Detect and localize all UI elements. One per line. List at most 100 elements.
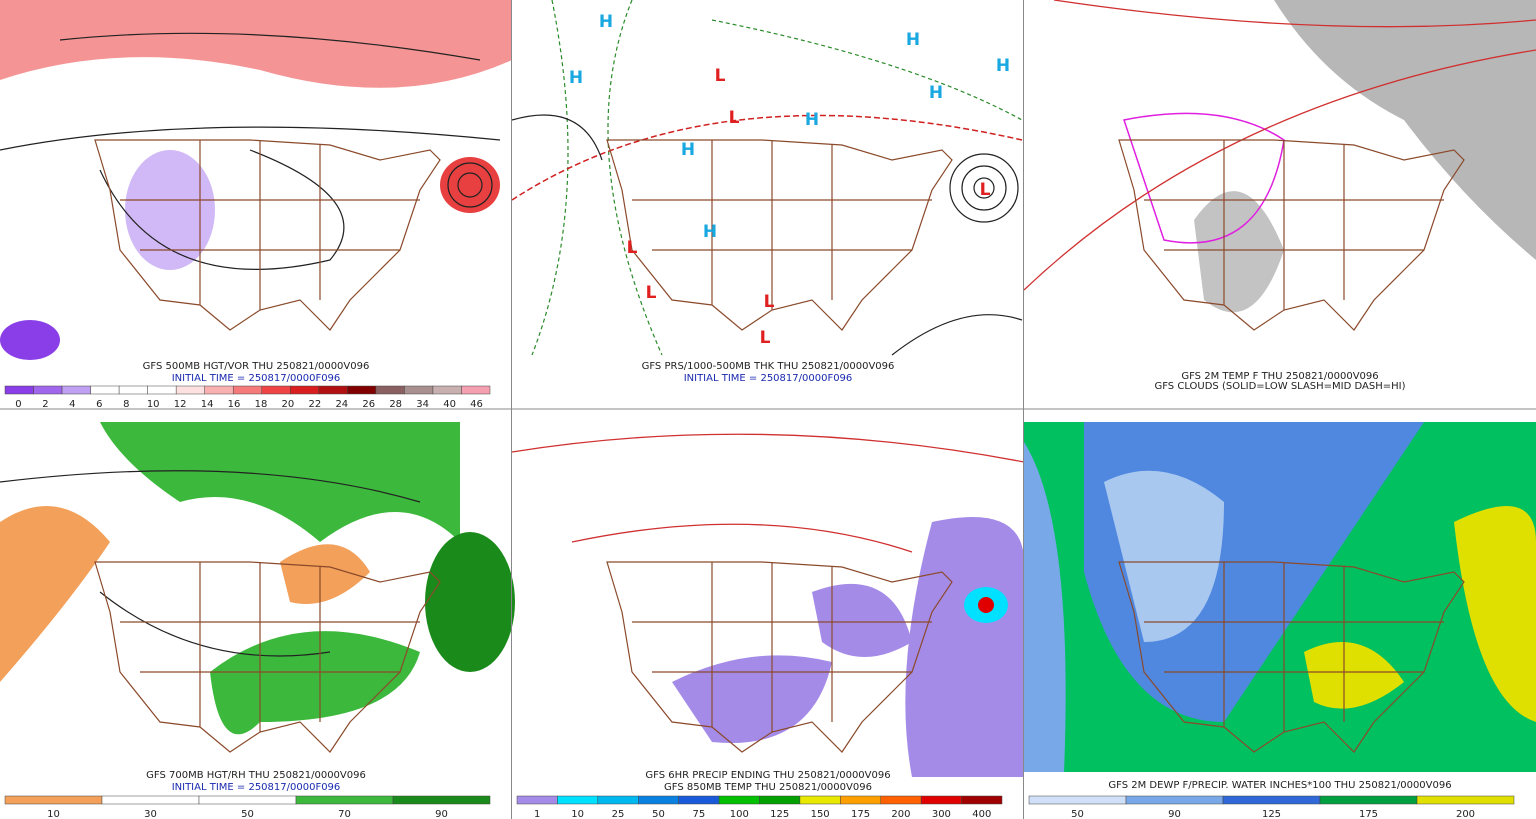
colorbar-label: 46 [470,399,483,410]
colorbar-label: 30 [144,809,157,819]
map-precip [511,433,1025,777]
colorbar-swatch [318,385,348,395]
caption: GFS 500MB HGT/VOR THU 250821/0000V096 [143,361,370,372]
pressure-center: H [599,12,613,32]
colorbar-swatch [718,795,760,805]
colorbar-swatch [1416,795,1515,805]
pressure-center: H [805,110,819,130]
colorbar-swatch [759,795,801,805]
colorbar-label: 26 [362,399,375,410]
colorbar-swatch [1125,795,1224,805]
map-700mb [0,422,515,753]
colorbar-label: 1 [534,809,540,819]
colorbar-label: 75 [693,809,706,819]
colorbar-swatch [261,385,291,395]
colorbar-label: 40 [443,399,456,410]
colorbar-label: 175 [851,809,870,819]
map-500mb [0,0,512,360]
colorbar-label: 8 [123,399,129,410]
colorbar-label: 18 [255,399,268,410]
caption: GFS 6HR PRECIP ENDING THU 250821/0000V09… [645,770,890,781]
pressure-center: H [681,140,695,160]
colorbar-label: 10 [571,809,584,819]
colorbar-label: 12 [174,399,187,410]
pressure-center: L [729,108,740,128]
colorbar-swatch [880,795,922,805]
pressure-center: L [715,66,726,86]
colorbar-label: 4 [69,399,75,410]
colorbar-swatch [557,795,599,805]
colorbar-label: 10 [47,809,60,819]
colorbar-swatch [118,385,148,395]
colorbar-swatch [4,795,103,805]
colorbar-swatch [1028,795,1127,805]
colorbar-swatch [90,385,120,395]
pressure-center: L [764,292,775,312]
colorbar-swatch [290,385,320,395]
colorbar-swatch [198,795,297,805]
colorbar-label: 24 [335,399,348,410]
colorbar-label: 22 [308,399,321,410]
pressure-center: H [996,56,1010,76]
colorbar-label: 2 [42,399,48,410]
colorbar-swatch [101,795,200,805]
caption: GFS 2M TEMP F THU 250821/0000V096 [1181,371,1378,382]
colorbar-swatch [961,795,1003,805]
colorbar-swatch [4,385,34,395]
colorbar-label: 6 [96,399,102,410]
colorbar-label: 100 [730,809,749,819]
caption: GFS 850MB TEMP THU 250821/0000V096 [664,782,872,793]
colorbar-swatch [295,795,394,805]
colorbar-label: 70 [338,809,351,819]
colorbar-swatch [597,795,639,805]
colorbar-label: 175 [1359,809,1378,819]
colorbar-label: 200 [891,809,910,819]
colorbar-label: 20 [282,399,295,410]
caption: GFS CLOUDS (SOLID=LOW SLASH=MID DASH=HI) [1154,381,1405,392]
pressure-center: L [627,238,638,258]
colorbar-label: 16 [228,399,241,410]
colorbar-swatch [33,385,63,395]
colorbar-swatch [347,385,377,395]
colorbar-label: 90 [435,809,448,819]
colorbar-label: 400 [972,809,991,819]
colorbar-label: 300 [932,809,951,819]
colorbar-swatch [147,385,177,395]
colorbar-swatch [920,795,962,805]
colorbar-label: 34 [416,399,429,410]
colorbar-swatch [404,385,434,395]
colorbar-swatch [432,385,462,395]
colorbar-label: 10 [147,399,160,410]
colorbar-swatch [840,795,881,805]
colorbar-label: 28 [389,399,402,410]
colorbar-swatch [375,385,405,395]
colorbar-swatch [516,795,558,805]
colorbar-swatch [232,385,263,395]
pressure-center: L [760,328,771,348]
colorbar-swatch [461,385,491,395]
colorbar-label: 90 [1168,809,1181,819]
colorbar-swatch [392,795,491,805]
pressure-center: L [980,180,991,200]
pressure-center: L [646,283,657,303]
pressure-center: H [569,68,583,88]
caption: INITIAL TIME = 250817/0000F096 [684,373,853,384]
pressure-center: H [906,30,920,50]
map-dewpoint [1024,422,1536,772]
colorbar-label: 200 [1456,809,1475,819]
colorbar-swatch [1319,795,1418,805]
colorbar-label: 50 [241,809,254,819]
map-2m-temp [1023,0,1536,331]
caption: GFS 2M DEWP F/PRECIP. WATER INCHES*100 T… [1108,780,1451,791]
colorbar-swatch [61,385,91,395]
colorbar-swatch [1222,795,1321,805]
caption: GFS PRS/1000-500MB THK THU 250821/0000V0… [642,361,895,372]
colorbar-label: 14 [201,399,214,410]
colorbar-label: 50 [652,809,665,819]
colorbar-label: 125 [770,809,789,819]
colorbar-label: 125 [1262,809,1281,819]
caption: INITIAL TIME = 250817/0000F096 [172,373,341,384]
colorbar-label: 50 [1071,809,1084,819]
